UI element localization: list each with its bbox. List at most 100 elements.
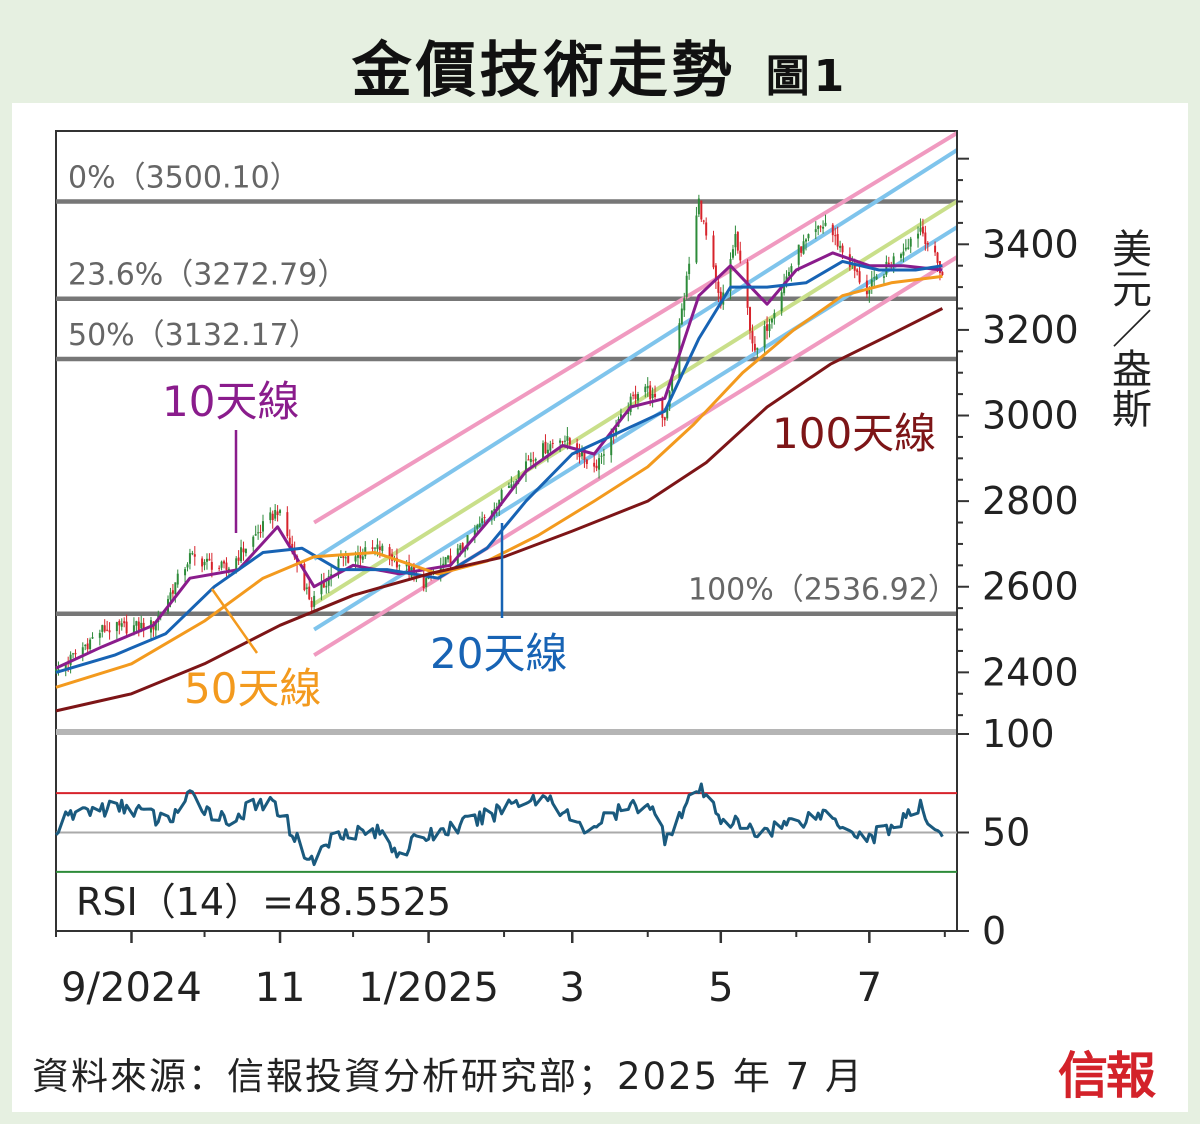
ma50-label: 50天線 (184, 664, 321, 713)
candle-body (853, 265, 856, 271)
candle-body (785, 276, 788, 282)
candle-body (546, 449, 549, 454)
candle-body (135, 621, 138, 626)
figure-label: 圖1 (765, 51, 849, 102)
candle-body (697, 198, 700, 215)
candle-body (634, 394, 637, 399)
candle-body (688, 263, 691, 275)
candle-body (768, 324, 771, 331)
channel-line (313, 131, 959, 525)
candle-body (142, 622, 145, 631)
candle-body (561, 441, 564, 443)
candle-body (325, 585, 328, 588)
candle-body (566, 436, 569, 441)
candle-body (356, 553, 359, 558)
candle-body (756, 347, 759, 350)
fib-level-label: 50%（3132.17） (68, 318, 319, 353)
candle-body (805, 239, 808, 242)
candle-body (459, 545, 462, 551)
candle-body (529, 458, 532, 463)
channel-line (313, 148, 959, 561)
candle-body (478, 523, 481, 528)
candle-body (327, 576, 330, 586)
candle-body (907, 247, 910, 250)
candle-body (904, 247, 907, 250)
candle-body (261, 521, 264, 532)
candle-body (934, 245, 937, 253)
candle-body (739, 250, 742, 261)
candle-body (817, 225, 820, 230)
candle-body (55, 669, 57, 671)
candle-body (731, 249, 734, 258)
candle-body (125, 621, 128, 634)
candle-body (834, 235, 837, 237)
candle-body (408, 562, 411, 575)
candle-body (242, 548, 245, 553)
candle-body (466, 535, 469, 550)
candle-body (244, 548, 247, 554)
x-tick-label: 1/2025 (358, 965, 499, 1011)
y-tick-label: 2800 (982, 479, 1079, 523)
candle-body (595, 465, 598, 469)
chart-title: 金價技術走勢 圖1 (0, 22, 1200, 109)
candle-body (208, 558, 211, 561)
candle-body (544, 441, 547, 454)
candle-body (449, 555, 452, 565)
rsi-line (54, 782, 944, 867)
candle-body (899, 254, 902, 258)
candle-body (176, 573, 179, 585)
candle-body (790, 266, 793, 273)
candle-body (473, 530, 476, 537)
candle-body (310, 600, 313, 608)
panel-divider (56, 729, 957, 735)
candle-body (627, 411, 630, 415)
ma50-line (55, 274, 943, 689)
candle-body (154, 622, 157, 631)
candle-body (683, 298, 686, 311)
candle-body (108, 630, 111, 633)
candle-body (875, 276, 878, 280)
chart-panel: 0%（3500.10） 23.6%（3272.79） 50%（3132.17） 100… (12, 103, 1188, 1112)
candle-body (734, 234, 737, 248)
x-tick-label: 9/2024 (61, 965, 202, 1011)
rsi-y-tick-label: 100 (982, 712, 1055, 756)
y-tick-label: 2600 (982, 565, 1079, 609)
candle-body (140, 622, 143, 629)
candle-body (654, 393, 657, 398)
candle-body (371, 547, 374, 549)
candle-body (551, 442, 554, 444)
candle-body (615, 427, 618, 436)
candle-body (308, 586, 311, 600)
candle-body (919, 227, 922, 232)
candle-body (644, 386, 647, 393)
candle-body (342, 556, 345, 558)
candle-body (447, 555, 450, 560)
candle-body (476, 525, 479, 529)
rsi-y-tick-label: 50 (982, 811, 1030, 855)
candle-body (753, 343, 756, 351)
candle-body (442, 563, 445, 566)
candle-body (841, 245, 844, 253)
candle-body (500, 489, 503, 501)
candle-body (926, 242, 929, 245)
x-tick-label: 5 (708, 965, 733, 1011)
candle-body (807, 234, 810, 239)
candle-body (313, 595, 316, 607)
candle-body (201, 558, 204, 567)
candle-body (337, 558, 340, 573)
y-tick-label: 3000 (982, 394, 1079, 438)
source-note: 資料來源：信報投資分析研究部；2025 年 7 月 (32, 1055, 864, 1098)
candle-body (783, 282, 786, 294)
candle-body (378, 546, 381, 551)
candle-body (257, 532, 260, 534)
candle-body (269, 512, 272, 521)
candle-body (223, 561, 226, 564)
candle-body (534, 459, 537, 461)
candle-body (237, 557, 240, 561)
candle-body (646, 385, 649, 389)
candle-body (819, 226, 822, 228)
candle-body (291, 543, 294, 549)
candle-body (279, 510, 282, 513)
candle-body (870, 279, 873, 287)
candle-body (882, 276, 885, 278)
